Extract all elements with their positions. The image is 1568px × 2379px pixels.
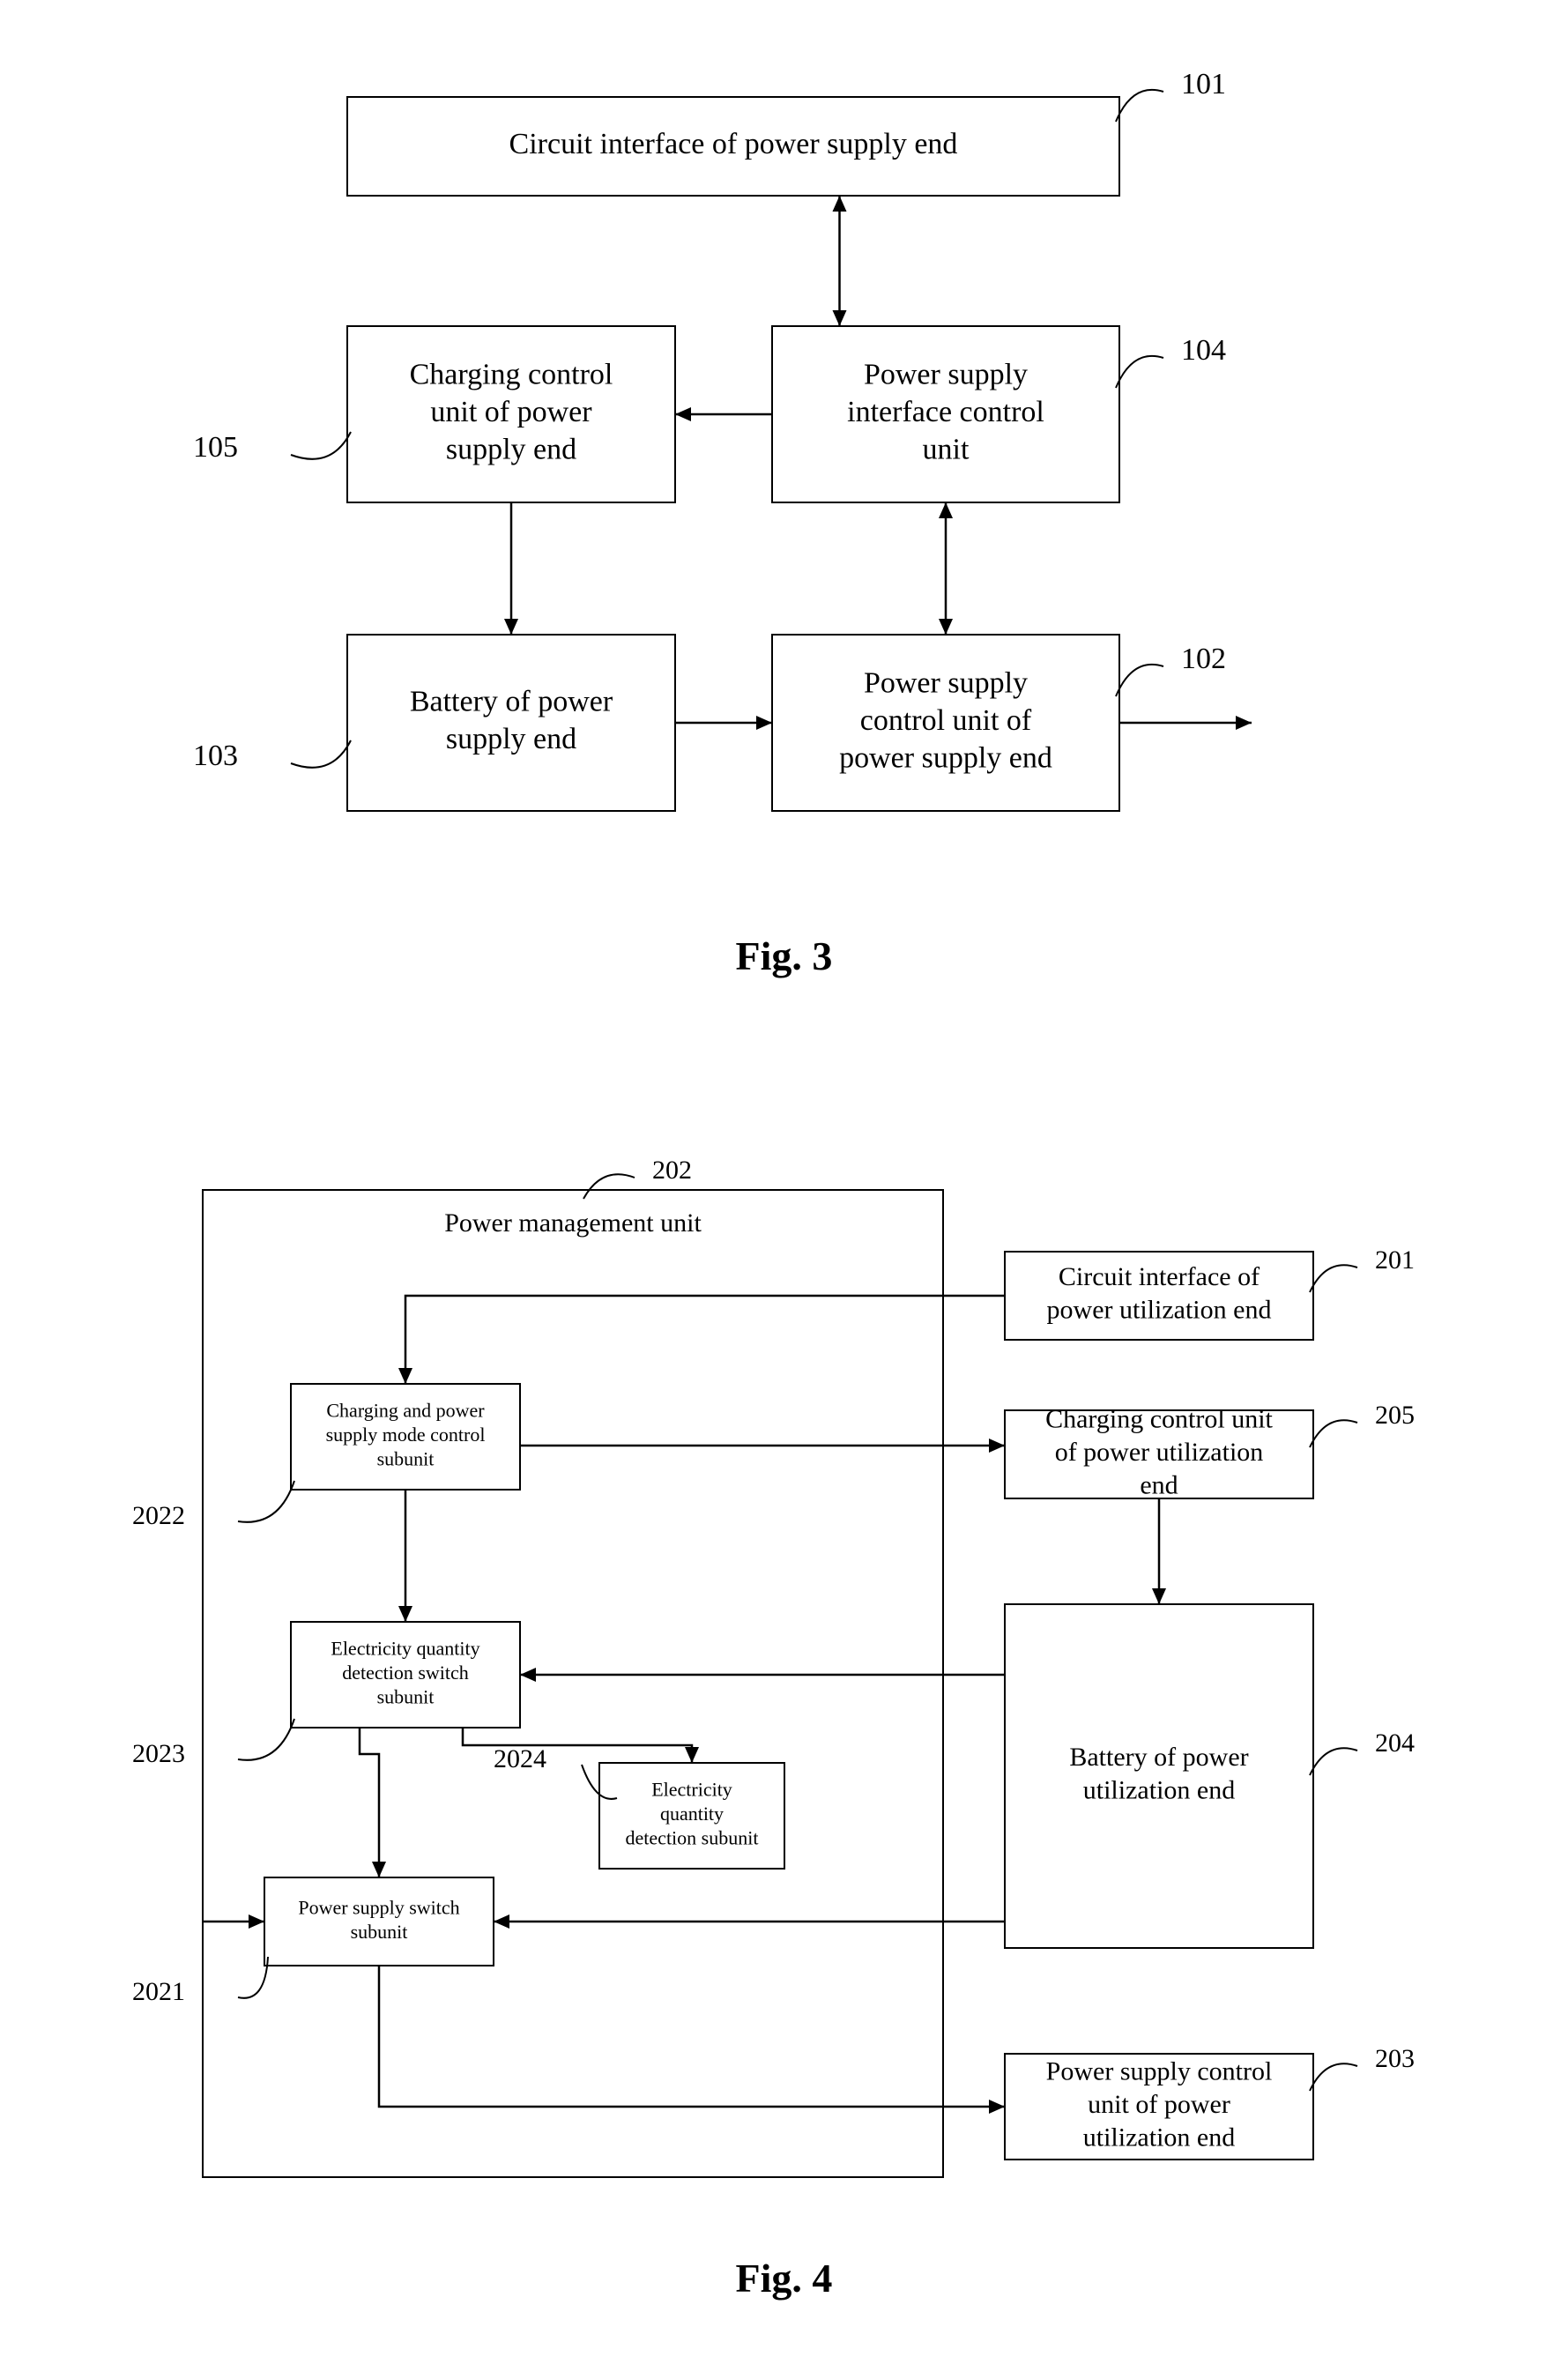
fig3-caption: Fig. 3 xyxy=(736,933,833,978)
fig4-n2024-label: detection subunit xyxy=(626,1827,759,1849)
fig3-n105-label: Charging control xyxy=(410,358,613,390)
ref-label: 101 xyxy=(1181,68,1226,100)
fig4-n2023-label: detection switch xyxy=(342,1662,469,1684)
fig4-n2022-label: Charging and power xyxy=(326,1400,485,1422)
fig3-n105-label: unit of power xyxy=(430,396,592,428)
fig4-caption: Fig. 4 xyxy=(736,2256,833,2301)
fig3-n101-label: Circuit interface of power supply end xyxy=(509,128,958,160)
ref-label: 201 xyxy=(1375,1245,1415,1275)
fig4-n2022-label: subunit xyxy=(377,1448,435,1470)
fig4-n2024-label: Electricity xyxy=(651,1779,732,1801)
fig4-n203-label: Power supply control xyxy=(1046,2056,1273,2085)
fig4-n203-label: utilization end xyxy=(1083,2123,1235,2152)
fig4-n2021-label: Power supply switch xyxy=(298,1896,459,1918)
fig3-n104-label: interface control xyxy=(847,396,1044,428)
fig4-n2023-label: subunit xyxy=(377,1686,435,1708)
ref-label: 104 xyxy=(1181,334,1226,367)
fig4-n205-label: of power utilization xyxy=(1055,1438,1264,1467)
fig3-n104-label: unit xyxy=(923,433,970,465)
fig3-n102-label: power supply end xyxy=(839,741,1052,774)
ref-label: 105 xyxy=(193,431,238,464)
fig3-n102-label: Power supply xyxy=(864,666,1028,699)
fig3-n104-label: Power supply xyxy=(864,358,1028,390)
fig3-n105-label: supply end xyxy=(446,433,576,465)
fig3-n103-label: Battery of power xyxy=(410,686,613,718)
fig4-n203-label: unit of power xyxy=(1088,2090,1230,2119)
ref-label: 205 xyxy=(1375,1401,1415,1430)
fig4-n2022-label: supply mode control xyxy=(326,1424,486,1446)
ref-label: 2022 xyxy=(132,1501,185,1530)
fig4-n205-label: Charging control unit xyxy=(1045,1404,1273,1433)
fig4-container-title: Power management unit xyxy=(444,1208,702,1238)
ref-label: 103 xyxy=(193,740,238,772)
fig3-n103-label: supply end xyxy=(446,723,576,755)
fig4-n204-label: Battery of power xyxy=(1069,1743,1248,1772)
ref-label: 202 xyxy=(652,1156,692,1185)
fig4-n2021-label: subunit xyxy=(351,1921,408,1943)
fig3-n102-label: control unit of xyxy=(860,704,1032,737)
diagram-svg: Circuit interface of power supply end Cha… xyxy=(0,0,1568,2379)
ref-label: 2024 xyxy=(494,1744,546,1773)
fig4-n2023-label: Electricity quantity xyxy=(331,1638,479,1660)
ref-label: 204 xyxy=(1375,1728,1415,1758)
fig4-n205-label: end xyxy=(1140,1470,1178,1499)
fig4-n2024-label: quantity xyxy=(660,1803,724,1825)
ref-label: 203 xyxy=(1375,2044,1415,2073)
ref-label: 2023 xyxy=(132,1739,185,1768)
ref-label: 2021 xyxy=(132,1977,185,2006)
fig4-n204-label: utilization end xyxy=(1083,1776,1235,1805)
fig4-n201-label: Circuit interface of xyxy=(1059,1262,1260,1291)
diagram-root: Circuit interface of power supply end Cha… xyxy=(0,0,1568,2379)
ref-label: 102 xyxy=(1181,643,1226,675)
fig4-n201-label: power utilization end xyxy=(1047,1296,1272,1325)
